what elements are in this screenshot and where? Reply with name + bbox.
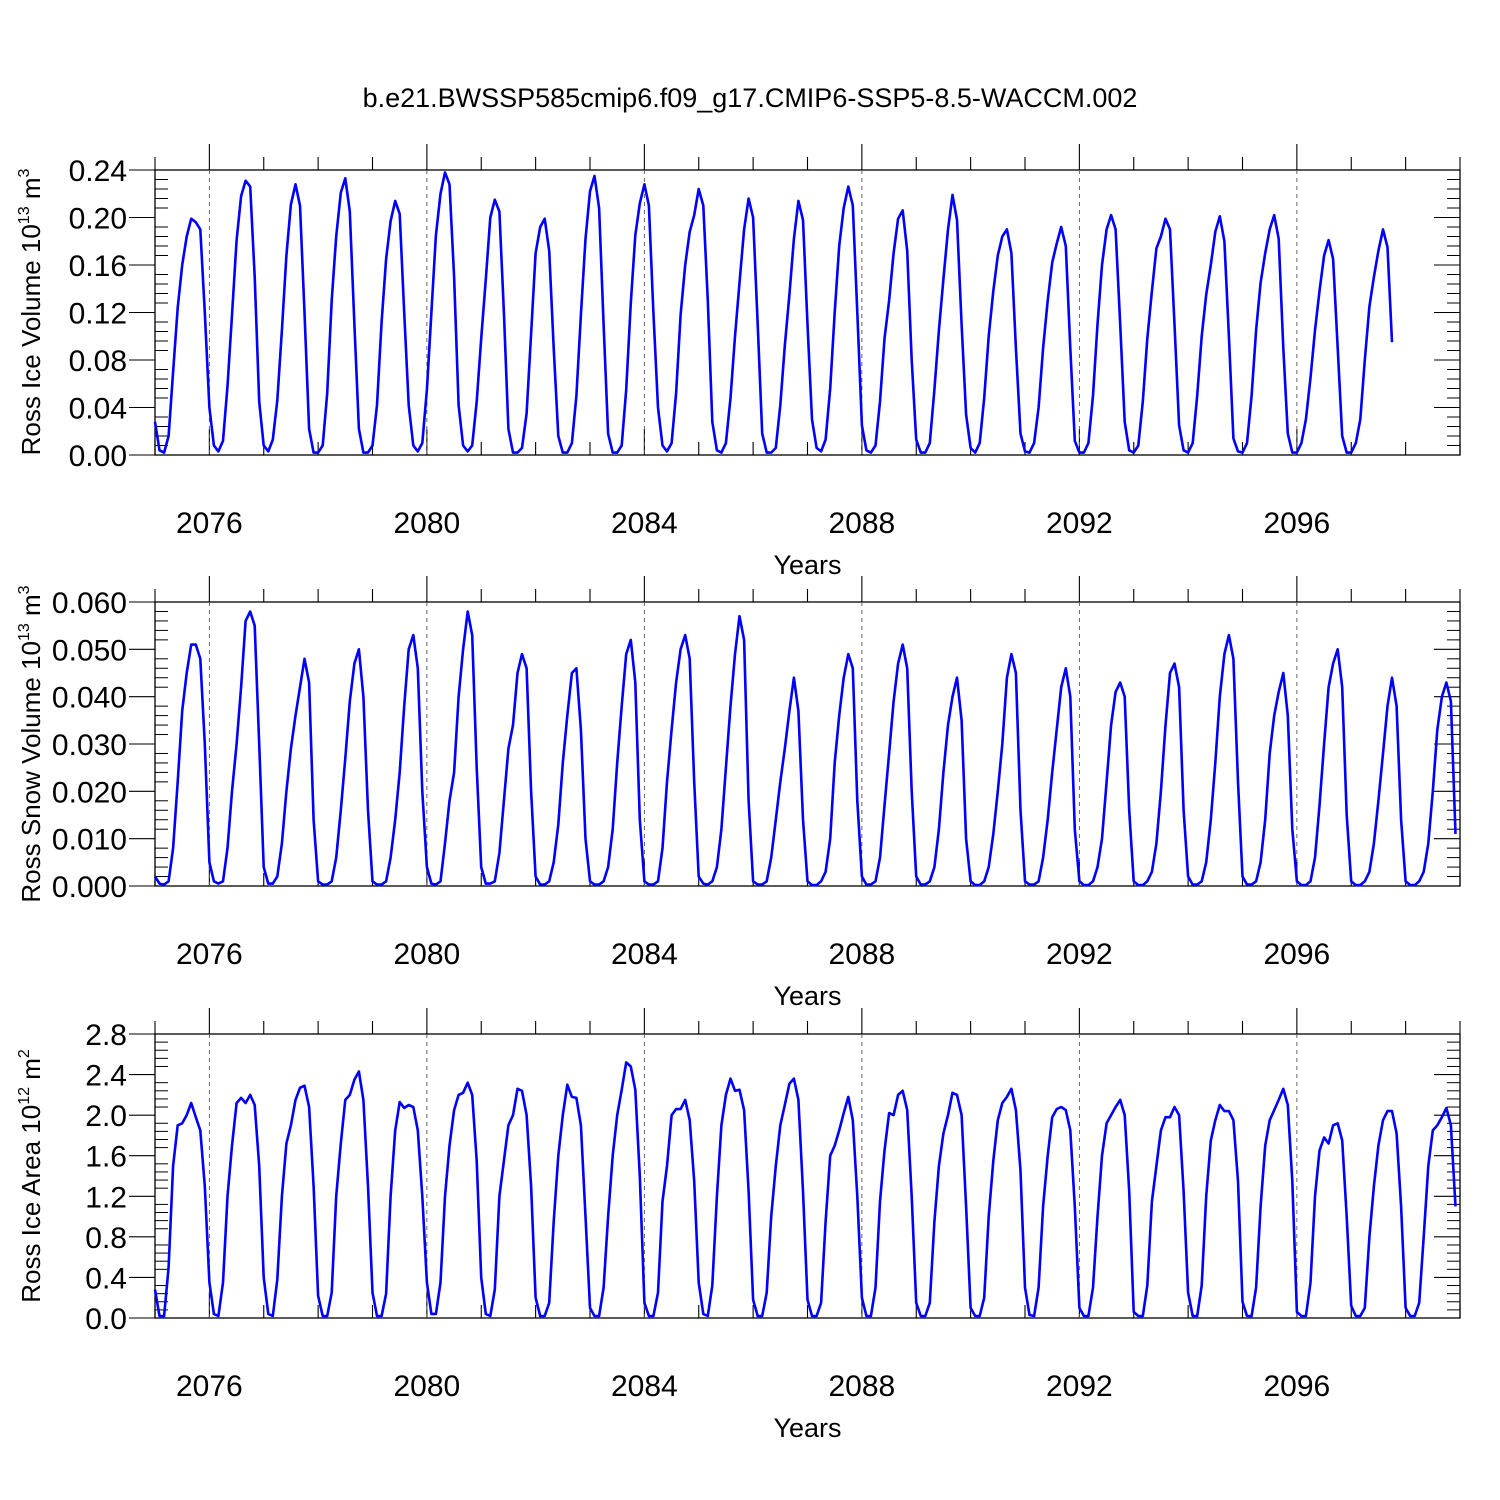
- y-tick-label: 0.040: [52, 682, 127, 715]
- y-tick-label: 2.4: [85, 1060, 127, 1093]
- y-tick-label: 0.030: [52, 729, 127, 762]
- x-axis-label: Years: [773, 550, 841, 580]
- series-line-1: [153, 171, 1394, 454]
- y-tick-label: 0.000: [52, 871, 127, 904]
- chart-panel-2: 2076 2080 2084 2088 2092 2096 0.000 0.010 0.020 0…: [16, 576, 1461, 1011]
- x-tick-label: 2076: [176, 938, 243, 971]
- y-tick-label: 0.12: [69, 298, 127, 331]
- x-tick-label: 2080: [394, 938, 461, 971]
- x-tick-label: 2084: [611, 938, 678, 971]
- y-axis-label: Ross Ice Area 1012 m2: [16, 1049, 46, 1303]
- y-tick-label: 1.2: [85, 1181, 127, 1214]
- x-axis-label: Years: [773, 981, 841, 1011]
- y-tick-label: 2.8: [85, 1019, 127, 1052]
- y-tick-label: 0.24: [69, 155, 127, 188]
- x-tick-label: 2088: [829, 507, 896, 540]
- x-tick-label: 2092: [1046, 938, 1113, 971]
- chart-title: b.e21.BWSSP585cmip6.f09_g17.CMIP6-SSP5-8…: [363, 83, 1138, 113]
- chart-panel-3: 2076 2080 2084 2088 2092 2096 0.0 0.4 0.8 1.2 1.6 2…: [16, 1008, 1461, 1443]
- y-tick-label: 0.0: [85, 1303, 127, 1336]
- y-tick-label: 0.08: [69, 345, 127, 378]
- y-tick-label: 0.020: [52, 776, 127, 809]
- y-tick-label: 0.4: [85, 1262, 127, 1295]
- x-tick-label: 2076: [176, 507, 243, 540]
- x-tick-label: 2080: [394, 1370, 461, 1403]
- y-axis-label: Ross Snow Volume 1013 m3: [16, 585, 46, 902]
- y-tick-label: 0.8: [85, 1222, 127, 1255]
- x-tick-label: 2096: [1264, 1370, 1331, 1403]
- y-tick-label: 1.6: [85, 1141, 127, 1174]
- x-tick-label: 2084: [611, 507, 678, 540]
- x-tick-label: 2092: [1046, 1370, 1113, 1403]
- series-line-1: [153, 1061, 1457, 1318]
- x-tick-label: 2088: [829, 938, 896, 971]
- y-tick-label: 0.00: [69, 440, 127, 473]
- y-tick-label: 0.010: [52, 824, 127, 857]
- y-tick-label: 0.060: [52, 587, 127, 620]
- x-axis-label: Years: [773, 1413, 841, 1443]
- x-tick-label: 2076: [176, 1370, 243, 1403]
- y-tick-label: 0.20: [69, 203, 127, 236]
- x-tick-label: 2092: [1046, 507, 1113, 540]
- y-axis-label: Ross Ice Volume 1013 m3: [16, 168, 46, 455]
- y-tick-label: 0.16: [69, 250, 127, 283]
- chart-panels: 2076 2080 2084 2088 2092 2096 0.00 0.04 0.08 0.12…: [16, 144, 1461, 1443]
- x-tick-label: 2096: [1264, 507, 1331, 540]
- chart-panel-1: 2076 2080 2084 2088 2092 2096 0.00 0.04 0.08 0.12…: [16, 144, 1461, 580]
- x-tick-label: 2096: [1264, 938, 1331, 971]
- x-tick-label: 2084: [611, 1370, 678, 1403]
- y-tick-label: 2.0: [85, 1100, 127, 1133]
- y-tick-label: 0.04: [69, 393, 127, 426]
- x-tick-label: 2080: [394, 507, 461, 540]
- y-tick-label: 0.050: [52, 634, 127, 667]
- x-tick-label: 2088: [829, 1370, 896, 1403]
- series-line-1: [153, 610, 1457, 887]
